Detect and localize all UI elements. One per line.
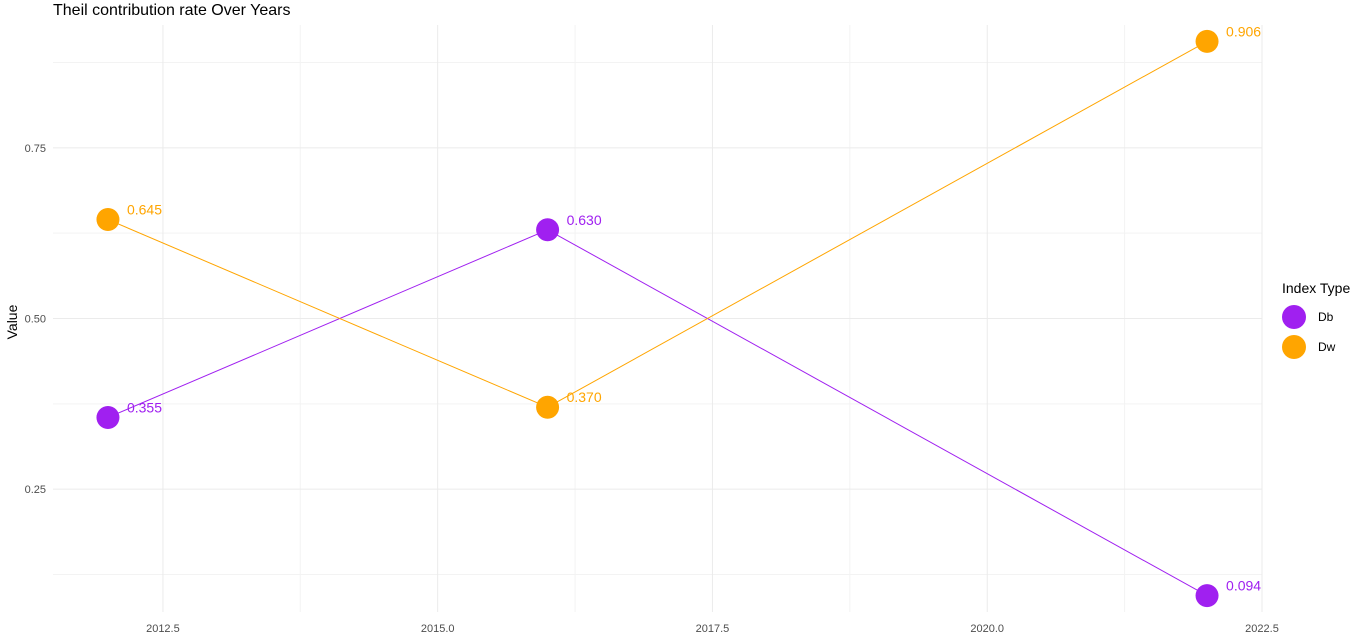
data-label-db: 0.094 xyxy=(1226,578,1261,594)
legend-swatch-dw xyxy=(1282,335,1306,359)
data-label-dw: 0.906 xyxy=(1226,23,1261,39)
y-tick-label: 0.50 xyxy=(25,314,46,326)
chart-title: Theil contribution rate Over Years xyxy=(53,2,291,19)
data-point-dw xyxy=(96,208,120,232)
data-labels: 0.355 0.630 0.094 0.645 0.370 0.906 xyxy=(127,23,1261,593)
data-point-dw xyxy=(536,395,560,419)
x-tick-label: 2020.0 xyxy=(970,623,1004,635)
legend-item-dw: Dw xyxy=(1282,332,1350,362)
y-axis-title: Value xyxy=(4,304,20,339)
tick-labels: 2012.5 2015.0 2017.5 2020.0 2022.5 0.25 0.50 0.… xyxy=(25,143,1279,635)
legend-label-dw: Dw xyxy=(1318,340,1336,354)
y-tick-label: 0.75 xyxy=(25,143,46,155)
y-tick-label: 0.25 xyxy=(25,484,46,496)
data-point-dw xyxy=(1195,29,1219,53)
legend-title: Index Type xyxy=(1282,280,1351,296)
data-point-db xyxy=(536,218,560,242)
data-point-db xyxy=(96,405,120,429)
data-label-db: 0.630 xyxy=(567,212,602,228)
series-points xyxy=(96,29,1219,608)
legend-item-db: Db xyxy=(1282,302,1350,332)
data-point-db xyxy=(1195,584,1219,608)
legend-label-db: Db xyxy=(1318,310,1334,324)
data-label-dw: 0.370 xyxy=(567,389,602,405)
legend-swatch-db xyxy=(1282,305,1306,329)
x-tick-label: 2017.5 xyxy=(696,623,730,635)
x-tick-label: 2012.5 xyxy=(146,623,180,635)
x-tick-label: 2015.0 xyxy=(421,623,455,635)
series-line-dw xyxy=(107,40,1208,408)
legend: Index Type Db Dw xyxy=(1282,280,1350,362)
data-label-dw: 0.645 xyxy=(127,202,162,218)
x-tick-label: 2022.5 xyxy=(1245,623,1279,635)
series-line-db xyxy=(107,229,1208,597)
data-label-db: 0.355 xyxy=(127,399,162,415)
major-gridlines xyxy=(53,25,1263,612)
